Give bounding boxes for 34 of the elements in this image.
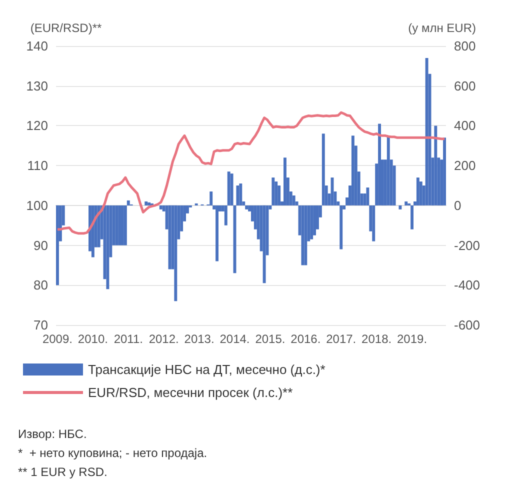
legend-label: Трансакције НБС на ДТ, месечно (д.с.)* [88, 362, 326, 377]
y-tick-label: 90 [34, 238, 48, 253]
x-tick-label: 2010. [78, 332, 108, 346]
y-tick-label: 130 [26, 78, 48, 94]
y2-tick-label: -200 [454, 238, 480, 253]
y-tick-label: 110 [27, 158, 48, 174]
y2-tick-label: 600 [454, 78, 476, 94]
text: * + нето куповина; - нето продаја. [18, 446, 208, 460]
y2-axis-title: (у млн EUR) [408, 21, 476, 35]
x-tick-label: 2015. [255, 332, 286, 346]
x-tick-label: 2009. [42, 332, 72, 346]
text: ** 1 EUR у RSD. [18, 465, 108, 479]
x-tick-label: 2019. [397, 332, 428, 346]
text: Извор: НБС. [18, 427, 87, 441]
y2-tick-label: -400 [454, 278, 480, 293]
y2-tick-label: 800 [454, 38, 476, 54]
y2-tick-label: 400 [454, 118, 476, 134]
y-tick-label: 100 [26, 198, 48, 213]
y-axis-title: (EUR/RSD)** [30, 21, 102, 35]
y-tick-label: 140 [26, 38, 48, 54]
x-tick-label: 2014. [220, 332, 250, 346]
x-tick-label: 2011. [114, 332, 143, 346]
x-tick-label: 2012. [148, 332, 179, 346]
x-tick-label: 2016. [290, 332, 321, 346]
legend-label: EUR/RSD, месечни просек (л.с.)** [88, 385, 293, 400]
y2-tick-label: -600 [454, 318, 480, 332]
y2-tick-label: 200 [454, 158, 476, 174]
x-tick-label: 2018. [362, 332, 392, 346]
x-tick-label: 2013. [184, 332, 214, 346]
y-tick-label: 120 [26, 118, 48, 134]
y2-tick-label: 0 [454, 198, 462, 213]
x-tick-label: 2017. [326, 332, 356, 346]
y-tick-label: 70 [34, 318, 48, 332]
y-tick-label: 80 [34, 278, 48, 293]
